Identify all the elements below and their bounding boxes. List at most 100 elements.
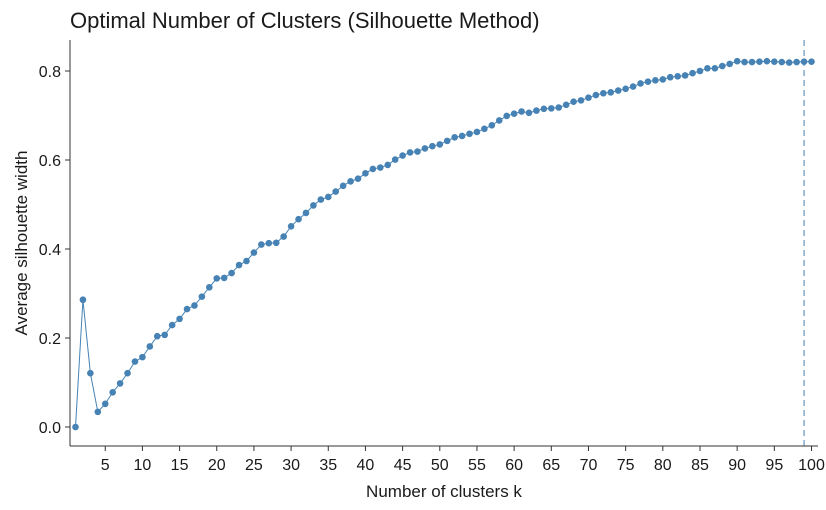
data-point (518, 108, 525, 115)
x-tick-label: 45 (394, 457, 412, 474)
data-point (771, 58, 778, 65)
data-point (562, 101, 570, 109)
x-tick-label: 60 (505, 457, 523, 474)
data-point (79, 296, 87, 304)
data-point (711, 65, 719, 72)
data-point (198, 293, 206, 300)
plot-area (72, 40, 815, 446)
chart-title: Optimal Number of Clusters (Silhouette M… (70, 8, 540, 33)
data-point (87, 369, 94, 377)
data-point (287, 223, 295, 230)
y-tick-label: 0.0 (39, 420, 61, 437)
data-point (72, 423, 79, 431)
data-point (347, 178, 354, 185)
data-point (718, 62, 726, 70)
data-point (778, 58, 786, 66)
x-tick-label: 20 (208, 457, 226, 474)
data-point (800, 58, 808, 65)
y-tick-label: 0.8 (39, 64, 61, 81)
data-point (310, 202, 317, 209)
y-tick-label: 0.4 (39, 242, 61, 259)
data-point (153, 332, 161, 340)
data-point (101, 400, 109, 408)
data-point (443, 137, 451, 145)
data-point (629, 83, 637, 90)
data-point (280, 233, 287, 240)
data-point (243, 257, 250, 265)
data-point (302, 209, 310, 217)
x-tick-label: 90 (728, 457, 746, 474)
data-point (220, 274, 228, 282)
data-point (250, 249, 258, 256)
x-tick-label: 70 (580, 457, 598, 474)
data-point (109, 388, 116, 396)
x-tick-label: 40 (357, 457, 375, 474)
data-point (451, 134, 458, 141)
data-point (436, 141, 444, 148)
data-point (659, 76, 667, 83)
data-point (213, 275, 221, 282)
data-point (139, 353, 146, 361)
data-point (674, 73, 681, 80)
data-point (614, 87, 622, 94)
data-point (265, 239, 273, 247)
data-point (548, 105, 555, 112)
y-axis-title: Average silhouette width (12, 151, 31, 336)
data-point (540, 105, 548, 113)
data-point (748, 58, 756, 66)
x-axis-ticks: 5 10 15 20 25 30 35 40 45 50 55 60 65 70 75 80 85 90 95 100 (101, 446, 825, 474)
data-point (206, 283, 213, 291)
data-point (168, 321, 176, 329)
data-point (124, 369, 131, 377)
x-tick-label: 35 (319, 457, 337, 474)
data-point (481, 125, 488, 133)
data-point (696, 67, 704, 75)
data-point (666, 73, 674, 81)
data-point (785, 59, 793, 66)
x-tick-label: 50 (431, 457, 449, 474)
x-tick-label: 30 (282, 457, 300, 474)
y-tick-label: 0.2 (39, 331, 61, 348)
data-point (726, 60, 734, 68)
data-point (295, 215, 302, 223)
data-point (131, 358, 139, 365)
data-point (607, 89, 615, 96)
data-point (793, 58, 800, 66)
data-point (503, 112, 510, 120)
data-point (324, 193, 332, 201)
x-tick-label: 65 (542, 457, 560, 474)
data-point (339, 182, 347, 190)
data-point (704, 65, 711, 72)
data-point (406, 149, 414, 156)
x-tick-label: 15 (171, 457, 189, 474)
x-tick-label: 75 (617, 457, 635, 474)
x-axis-title: Number of clusters k (366, 482, 522, 501)
data-point (362, 170, 369, 177)
data-point (272, 239, 280, 247)
data-point (585, 94, 592, 101)
x-tick-label: 80 (654, 457, 672, 474)
data-point (399, 152, 406, 159)
data-point (228, 269, 235, 277)
data-point (473, 128, 481, 136)
data-point (161, 331, 169, 339)
data-point (317, 196, 325, 203)
x-tick-label: 85 (691, 457, 709, 474)
silhouette-series-line (75, 60, 812, 428)
x-tick-label: 5 (101, 457, 110, 474)
data-point (235, 261, 243, 269)
data-point (510, 110, 518, 118)
data-point (495, 117, 503, 124)
data-point (466, 130, 473, 138)
data-point (733, 57, 741, 65)
data-point (116, 380, 124, 387)
data-point (377, 164, 384, 171)
data-point (681, 72, 689, 79)
data-point (146, 343, 154, 350)
data-point (391, 156, 399, 163)
y-axis-ticks: 0.0 0.2 0.4 0.6 0.8 (39, 64, 70, 437)
data-point (369, 165, 377, 173)
data-point (258, 241, 265, 248)
x-tick-label: 95 (765, 457, 783, 474)
